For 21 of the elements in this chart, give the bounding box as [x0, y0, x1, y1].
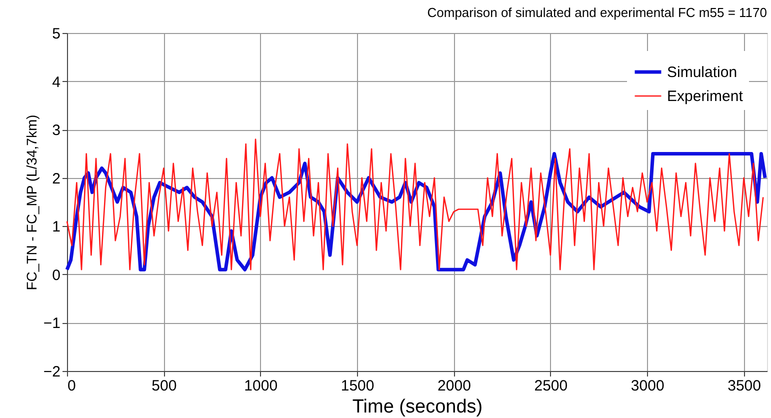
y-tick-label: 5 [52, 26, 60, 42]
y-tick-label: 3 [52, 122, 60, 140]
x-tick-label: 3500 [728, 378, 761, 394]
x-tick-label: 2500 [534, 378, 568, 394]
y-axis-title: FC_TN - FC_MP (L/34,7km) [23, 114, 40, 290]
y-tick-label: 4 [52, 74, 60, 91]
y-tick-label: −2 [43, 364, 60, 380]
y-tick-label: 1 [52, 218, 60, 236]
legend-label: Simulation [667, 64, 738, 81]
x-tick-label: 0 [68, 378, 76, 394]
legend-label: Experiment [667, 88, 744, 105]
x-tick-label: 1000 [244, 378, 278, 394]
x-tick-label: 2000 [438, 378, 471, 394]
x-axis-title: Time (seconds) [352, 396, 483, 418]
chart-title: Comparison of simulated and experimental FC m55 = 1170 [427, 5, 767, 20]
x-tick-label: 1500 [340, 378, 374, 394]
y-tick-label: 0 [52, 266, 60, 284]
x-tick-label: 3000 [630, 378, 664, 394]
x-tick-label: 500 [152, 378, 177, 394]
y-tick-label: 2 [52, 170, 60, 188]
y-tick-label: −1 [43, 315, 60, 332]
